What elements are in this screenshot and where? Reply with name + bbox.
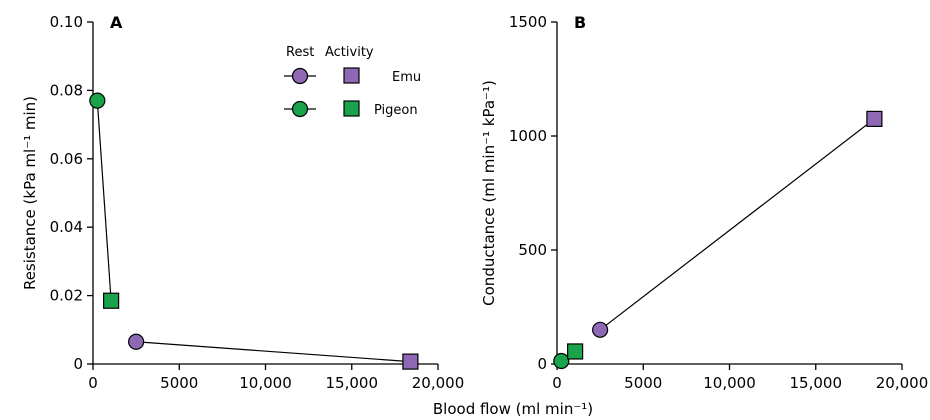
- legend-activity-label: Activity: [325, 45, 374, 60]
- panel-a-y-tick-label: 0.10: [50, 13, 83, 31]
- panel-a-y-axis-title: Resistance (kPa ml⁻¹ min): [21, 96, 39, 290]
- panel-a-x-tick-label: 10,000: [239, 374, 292, 392]
- legend-emu-rest-marker: [291, 67, 309, 85]
- panel-b-series: [553, 110, 883, 370]
- legend: Rest Activity Emu Pigeon: [284, 45, 421, 118]
- legend-emu-activity-marker: [343, 67, 360, 84]
- panel-a-y-tick-label: 0.04: [50, 218, 83, 236]
- panel-b-letter: B: [574, 13, 586, 32]
- panel-b-y-tick-label: 1500: [509, 13, 547, 31]
- panel-a-series: [89, 92, 419, 370]
- panel-b: B Conductance (ml min⁻¹ kPa⁻¹) 0 5000 10,0…: [480, 13, 928, 392]
- legend-pigeon-activity-marker: [343, 100, 360, 117]
- panel-b-y-axis-title: Conductance (ml min⁻¹ kPa⁻¹): [480, 80, 498, 306]
- panel-b-x-tick-label: 20,000: [876, 374, 929, 392]
- panel-a-pigeon-rest-point: [89, 92, 106, 109]
- panel-a-y-tick-label: 0: [73, 355, 83, 373]
- panel-a-y-tick-label: 0.06: [50, 150, 83, 168]
- panel-a-pigeon-line: [96, 100, 112, 301]
- panel-a-pigeon-activity-point: [103, 292, 120, 309]
- panel-b-x-tick-label: 10,000: [703, 374, 756, 392]
- panel-b-emu-rest-point: [592, 321, 609, 338]
- panel-a-y-tick-label: 0.02: [50, 287, 83, 305]
- panel-b-y-tick-label: 0: [537, 355, 547, 373]
- panel-a-letter: A: [110, 13, 123, 32]
- panel-a-x-tick-label: 15,000: [326, 374, 379, 392]
- panel-a-x-tick-label: 5000: [160, 374, 198, 392]
- panel-b-emu-line: [599, 118, 875, 331]
- panel-b-ticks: 0 5000 10,000 15,000 20,000 0 500 1000 1500: [509, 13, 928, 392]
- legend-rest-label: Rest: [286, 45, 314, 60]
- panel-a-emu-rest-point: [128, 333, 145, 350]
- panel-a-x-tick-label: 20,000: [412, 374, 465, 392]
- panel-a-ticks: 0 5000 10,000 15,000 20,000 0 0.02 0.04 0.06 0.08…: [50, 13, 465, 392]
- panel-b-pigeon-rest-point: [553, 352, 570, 370]
- legend-pigeon-label: Pigeon: [374, 103, 418, 118]
- panel-b-y-tick-label: 1000: [509, 127, 547, 145]
- panel-a-emu-line: [136, 341, 411, 363]
- panel-a: A Resistance (kPa ml⁻¹ min) 0 5000 10,000 1…: [21, 13, 464, 392]
- legend-emu-label: Emu: [392, 70, 421, 85]
- panel-b-x-tick-label: 0: [552, 374, 562, 392]
- panel-a-emu-activity-point: [402, 353, 419, 370]
- panel-b-emu-activity-point: [866, 110, 883, 128]
- panel-b-pigeon-activity-point: [567, 343, 584, 360]
- panel-b-x-tick-label: 15,000: [790, 374, 843, 392]
- panel-b-x-tick-label: 5000: [624, 374, 662, 392]
- shared-x-axis-title: Blood flow (ml min⁻¹): [433, 400, 593, 418]
- legend-pigeon-rest-marker: [291, 100, 309, 118]
- panel-a-y-tick-label: 0.08: [50, 81, 83, 99]
- panel-b-y-tick-label: 500: [518, 241, 547, 259]
- panel-a-x-tick-label: 0: [88, 374, 98, 392]
